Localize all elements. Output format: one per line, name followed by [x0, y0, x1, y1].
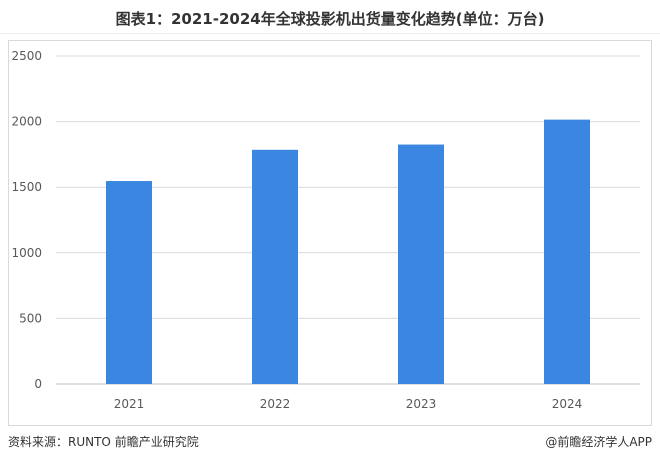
- credit-note: @前瞻经济学人APP: [545, 435, 652, 449]
- y-tick-label: 2500: [11, 49, 42, 63]
- source-note: 资料来源：RUNTO 前瞻产业研究院: [8, 435, 199, 449]
- x-tick-label: 2022: [260, 397, 291, 411]
- y-tick-label: 1500: [11, 180, 42, 194]
- bar-2024: [544, 119, 590, 384]
- y-tick-label: 0: [34, 377, 42, 391]
- bar-2021: [106, 181, 152, 384]
- title-divider: [0, 33, 660, 34]
- y-tick-label: 500: [19, 311, 42, 325]
- x-tick-label: 2023: [406, 397, 437, 411]
- y-tick-label: 2000: [11, 115, 42, 129]
- chart-frame: [8, 40, 652, 426]
- bar-2023: [398, 144, 444, 384]
- y-tick-label: 1000: [11, 246, 42, 260]
- bar-2022: [252, 149, 298, 384]
- chart-title: 图表1：2021-2024年全球投影机出货量变化趋势(单位：万台): [115, 10, 545, 28]
- x-tick-label: 2021: [114, 397, 145, 411]
- x-tick-label: 2024: [552, 397, 583, 411]
